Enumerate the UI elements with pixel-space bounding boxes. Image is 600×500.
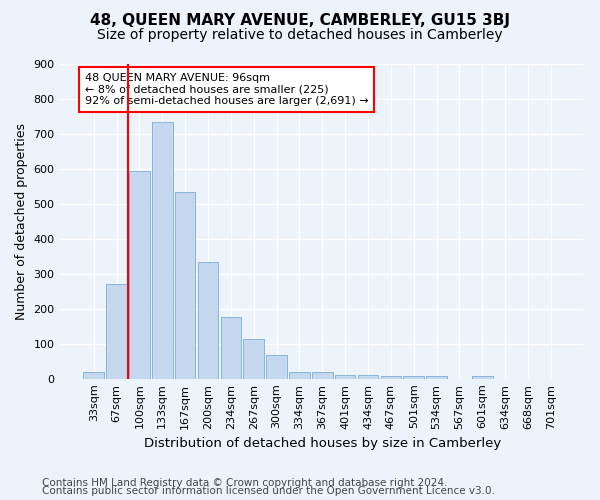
Bar <box>221 316 241 379</box>
X-axis label: Distribution of detached houses by size in Camberley: Distribution of detached houses by size … <box>143 437 501 450</box>
Bar <box>129 170 150 379</box>
Bar <box>312 372 332 379</box>
Bar <box>380 376 401 379</box>
Bar <box>472 376 493 379</box>
Text: 48, QUEEN MARY AVENUE, CAMBERLEY, GU15 3BJ: 48, QUEEN MARY AVENUE, CAMBERLEY, GU15 3… <box>90 12 510 28</box>
Bar <box>152 122 173 379</box>
Bar <box>106 284 127 379</box>
Bar <box>198 262 218 379</box>
Bar <box>335 374 355 379</box>
Bar <box>403 376 424 379</box>
Bar <box>175 192 196 379</box>
Bar <box>358 376 378 379</box>
Text: 48 QUEEN MARY AVENUE: 96sqm
← 8% of detached houses are smaller (225)
92% of sem: 48 QUEEN MARY AVENUE: 96sqm ← 8% of deta… <box>85 72 368 106</box>
Bar <box>244 338 264 379</box>
Bar <box>266 355 287 379</box>
Y-axis label: Number of detached properties: Number of detached properties <box>15 123 28 320</box>
Bar <box>289 372 310 379</box>
Text: Size of property relative to detached houses in Camberley: Size of property relative to detached ho… <box>97 28 503 42</box>
Text: Contains public sector information licensed under the Open Government Licence v3: Contains public sector information licen… <box>42 486 495 496</box>
Bar <box>426 376 447 379</box>
Bar <box>83 372 104 379</box>
Text: Contains HM Land Registry data © Crown copyright and database right 2024.: Contains HM Land Registry data © Crown c… <box>42 478 448 488</box>
